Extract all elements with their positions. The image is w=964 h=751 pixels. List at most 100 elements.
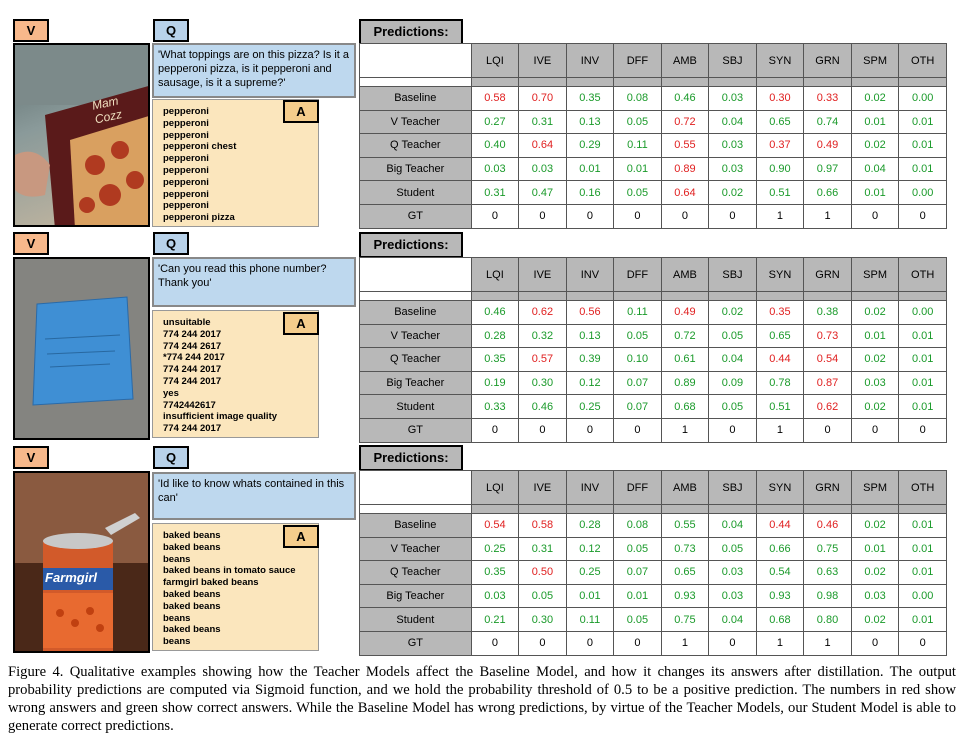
value-cell: 0.00: [898, 180, 947, 205]
value-cell: 0: [518, 630, 567, 656]
answer-item: *774 244 2017: [163, 352, 225, 364]
predictions-table: LQI IVE INV DFF AMB SBJ SYN GRN SPM OTH Baseline 0.…: [359, 257, 947, 443]
column-header: DFF: [613, 43, 662, 78]
spacer-cell: [850, 504, 900, 514]
column-header: IVE: [518, 257, 567, 292]
value-cell: 0.02: [850, 347, 900, 372]
q-tag: Q: [153, 446, 189, 469]
value-cell: 0: [898, 417, 947, 443]
can-photo: Farmgirl: [13, 471, 150, 653]
value-cell: 0.56: [565, 300, 615, 325]
answer-item: baked beans: [163, 588, 221, 600]
value-cell: 0.07: [613, 560, 662, 585]
value-cell: 0.02: [850, 300, 900, 325]
value-cell: 0.70: [518, 86, 567, 111]
value-cell: 0: [613, 203, 662, 229]
value-cell: 0.30: [518, 607, 567, 632]
row-label: Big Teacher: [359, 583, 472, 609]
value-cell: 0.47: [518, 180, 567, 205]
column-header: SYN: [755, 43, 805, 78]
value-cell: 0.11: [613, 133, 662, 158]
row-label: Baseline: [359, 86, 472, 111]
value-cell: 0.62: [518, 300, 567, 325]
row-label: Q Teacher: [359, 347, 472, 372]
value-cell: 0.66: [803, 180, 852, 205]
value-cell: 0: [518, 417, 567, 443]
value-cell: 0.89: [660, 370, 710, 396]
table-row: Q Teacher 0.40 0.64 0.29 0.11 0.55 0.03 0.37 0.4…: [359, 133, 947, 158]
value-cell: 0: [708, 630, 757, 656]
column-header: SBJ: [708, 470, 757, 505]
spacer-cell: [359, 291, 472, 301]
predictions-title: Predictions:: [359, 232, 463, 258]
value-cell: 0.46: [518, 394, 567, 419]
value-cell: 0.30: [755, 86, 805, 111]
answer-item: 7742442617: [163, 399, 216, 411]
value-cell: 0.05: [613, 109, 662, 135]
column-header: LQI: [470, 470, 520, 505]
value-cell: 0.04: [708, 607, 757, 632]
column-header: OTH: [898, 43, 947, 78]
value-cell: 0.61: [660, 347, 710, 372]
column-header: LQI: [470, 257, 520, 292]
value-cell: 0.07: [613, 370, 662, 396]
header-blank-cell: [359, 43, 472, 78]
spacer-cell: [898, 291, 947, 301]
column-header: OTH: [898, 257, 947, 292]
value-cell: 0.68: [755, 607, 805, 632]
spacer-cell: [755, 77, 805, 87]
value-cell: 0.03: [518, 156, 567, 182]
spacer-cell: [755, 291, 805, 301]
value-cell: 0.74: [803, 109, 852, 135]
value-cell: 0: [470, 203, 520, 229]
table-row: V Teacher 0.25 0.31 0.12 0.05 0.73 0.05 0.66 0.7…: [359, 536, 947, 562]
value-cell: 0.78: [755, 370, 805, 396]
v-tag: V: [13, 232, 49, 255]
spacer-cell: [613, 291, 662, 301]
a-tag: A: [283, 312, 319, 335]
table-row: Student 0.33 0.46 0.25 0.07 0.68 0.05 0.51 0.62 0…: [359, 394, 947, 419]
value-cell: 0.35: [470, 560, 520, 585]
value-cell: 0.25: [470, 536, 520, 562]
spacer-cell: [898, 504, 947, 514]
value-cell: 0.90: [755, 156, 805, 182]
value-cell: 0.03: [708, 86, 757, 111]
spacer-cell: [803, 77, 852, 87]
value-cell: 0.65: [755, 323, 805, 349]
answer-item: beans: [163, 636, 191, 648]
answer-item: yes: [163, 387, 179, 399]
spacer-cell: [565, 291, 615, 301]
predictions-title: Predictions:: [359, 445, 463, 471]
value-cell: 0: [470, 417, 520, 443]
value-cell: 0.58: [470, 86, 520, 111]
value-cell: 0.31: [518, 109, 567, 135]
value-cell: 0.05: [708, 394, 757, 419]
spacer-cell: [660, 291, 710, 301]
value-cell: 0.31: [470, 180, 520, 205]
value-cell: 0: [850, 630, 900, 656]
row-label: V Teacher: [359, 323, 472, 349]
value-cell: 0.16: [565, 180, 615, 205]
answer-item: pepperoni: [163, 106, 209, 117]
answer-item: baked beans: [163, 624, 221, 636]
row-label: Q Teacher: [359, 560, 472, 585]
value-cell: 0.01: [898, 347, 947, 372]
value-cell: 0.08: [613, 513, 662, 538]
value-cell: 0.05: [518, 583, 567, 609]
column-header: OTH: [898, 470, 947, 505]
value-cell: 0.27: [470, 109, 520, 135]
column-header: IVE: [518, 470, 567, 505]
value-cell: 0.04: [708, 513, 757, 538]
value-cell: 0: [660, 203, 710, 229]
spacer-cell: [803, 504, 852, 514]
value-cell: 0: [470, 630, 520, 656]
value-cell: 0.46: [803, 513, 852, 538]
value-cell: 0.44: [755, 347, 805, 372]
spacer-cell: [803, 291, 852, 301]
column-header: SPM: [850, 470, 900, 505]
column-header: SPM: [850, 257, 900, 292]
value-cell: 0.02: [708, 180, 757, 205]
value-cell: 0.08: [613, 86, 662, 111]
spacer-cell: [660, 504, 710, 514]
a-tag: A: [283, 100, 319, 123]
